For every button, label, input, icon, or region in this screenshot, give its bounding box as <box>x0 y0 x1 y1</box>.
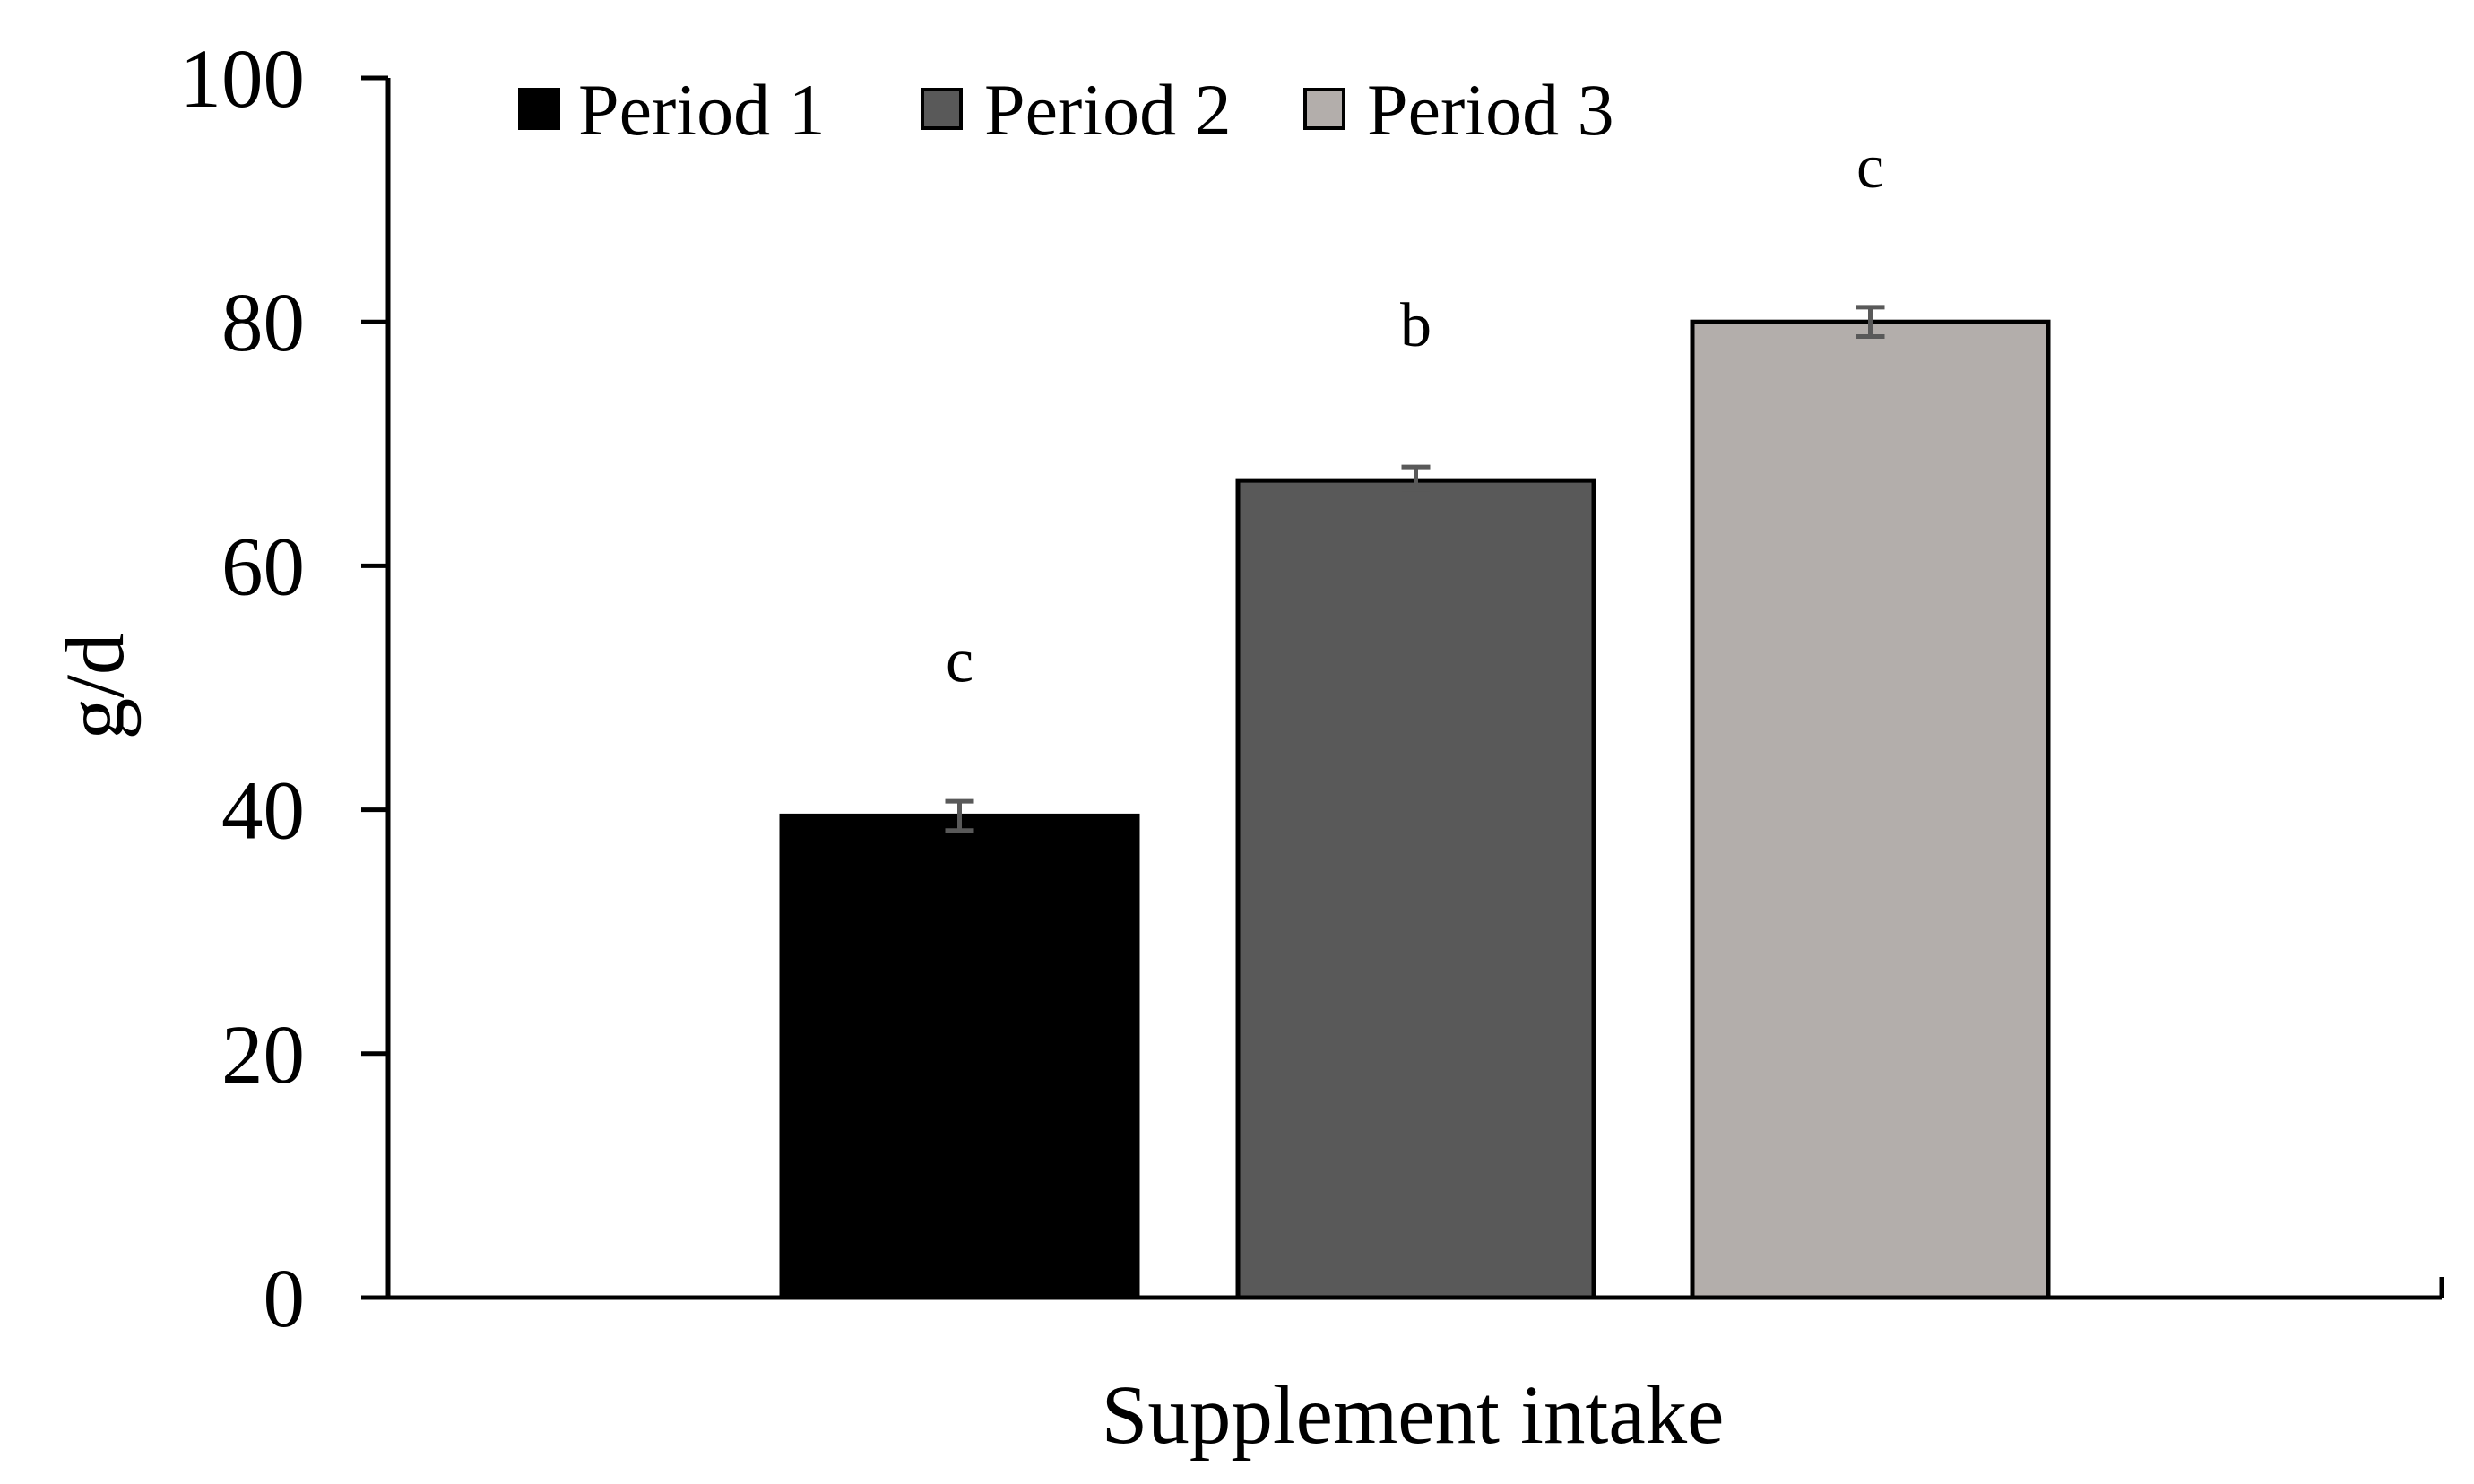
bar-period-2 <box>1235 478 1596 1300</box>
y-tick-label: 0 <box>264 1253 306 1345</box>
significance-label: b <box>1400 291 1432 360</box>
x-axis-title: Supplement intake <box>1102 1369 1725 1462</box>
axes: 0 20 40 60 80 100 <box>180 33 2444 1345</box>
data-labels: c b c <box>946 133 1884 695</box>
y-tick-label: 20 <box>221 1009 305 1101</box>
bars <box>779 305 2051 1300</box>
legend-label: Period 1 <box>578 69 826 151</box>
legend-label: Period 2 <box>984 69 1232 151</box>
y-axis-title: g/d <box>49 634 142 740</box>
bar-period-1 <box>779 813 1140 1300</box>
y-tick-label: 100 <box>180 33 306 125</box>
y-tick-label: 40 <box>221 765 305 858</box>
legend-swatch <box>921 88 963 130</box>
significance-label: c <box>946 626 973 695</box>
y-tick-label: 60 <box>221 521 305 613</box>
y-tick-label: 80 <box>221 277 305 369</box>
legend-label: Period 3 <box>1367 69 1614 151</box>
bar-period-3 <box>1690 319 2051 1300</box>
legend-swatch <box>1303 88 1345 130</box>
legend: Period 1 Period 2 Period 3 <box>518 69 1614 151</box>
legend-swatch <box>518 88 560 130</box>
significance-label: c <box>1856 133 1884 202</box>
